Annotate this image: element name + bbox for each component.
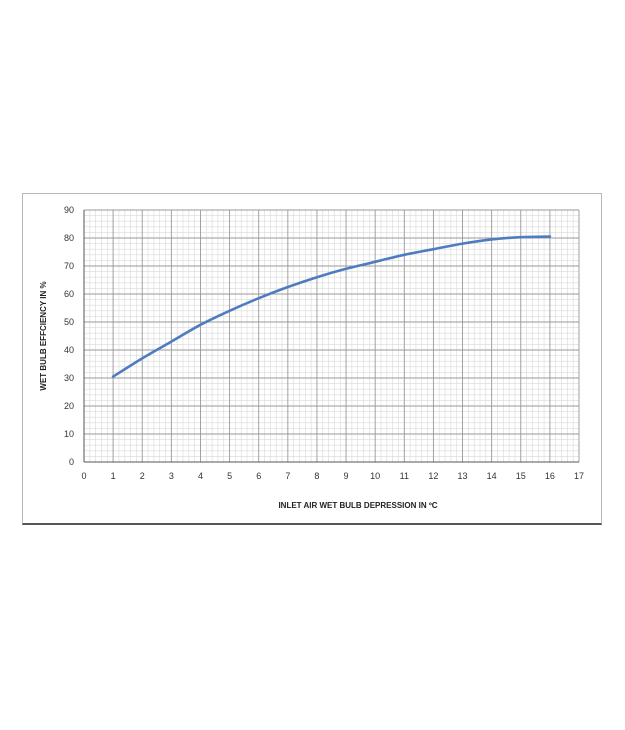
series-layer <box>111 235 552 378</box>
x-tick-label: 0 <box>81 471 86 481</box>
y-tick-label: 60 <box>64 289 74 299</box>
y-tick-label: 50 <box>64 317 74 327</box>
y-axis-title: WET BULB EFFCIENCY IN % <box>39 281 48 390</box>
x-tick-label: 11 <box>400 471 409 481</box>
x-tick-label: 6 <box>256 471 261 481</box>
line-chart: 0 1 2 3 4 5 6 7 8 9 10 11 12 13 14 15 16 17 0102030405060… <box>39 205 584 510</box>
y-tick-label: 40 <box>64 345 74 355</box>
y-tick-labels: 0 10 20 30 40 50 60 70 80 90 <box>64 205 74 467</box>
y-tick-label: 20 <box>64 401 74 411</box>
x-tick-label: 10 <box>370 471 380 481</box>
x-tick-labels: 0 1 2 3 4 5 6 7 8 9 10 11 12 13 14 15 16 17 <box>81 471 584 481</box>
x-tick-label: 4 <box>198 471 203 481</box>
x-tick-label: 13 <box>458 471 468 481</box>
x-tick-label: 8 <box>314 471 319 481</box>
x-tick-label: 7 <box>285 471 290 481</box>
major-grid <box>83 209 580 463</box>
y-tick-label: 70 <box>64 261 74 271</box>
y-tick-label: 80 <box>64 233 74 243</box>
y-tick-label: 0 <box>69 457 74 467</box>
y-tick-label: 10 <box>64 429 74 439</box>
x-tick-label: 9 <box>344 471 349 481</box>
x-tick-label: 1 <box>111 471 116 481</box>
x-tick-label: 15 <box>516 471 526 481</box>
x-axis-title: INLET AIR WET BULB DEPRESSION IN ºC <box>278 501 437 510</box>
minor-grid <box>83 209 580 463</box>
x-tick-label: 3 <box>169 471 174 481</box>
x-tick-label: 14 <box>487 471 497 481</box>
x-axis-title-unit: ºC <box>429 501 438 510</box>
x-tick-label: 12 <box>428 471 438 481</box>
y-tick-label: 90 <box>64 205 74 215</box>
axes <box>83 210 579 463</box>
y-tick-label: 30 <box>64 373 74 383</box>
x-tick-label: 17 <box>574 471 584 481</box>
x-tick-label: 5 <box>227 471 232 481</box>
x-tick-label: 16 <box>545 471 555 481</box>
x-tick-label: 2 <box>140 471 145 481</box>
series-line <box>111 235 552 378</box>
x-axis-title-text: INLET AIR WET BULB DEPRESSION IN <box>278 501 428 510</box>
chart-frame: 0 1 2 3 4 5 6 7 8 9 10 11 12 13 14 15 16 17 0 10 20 30 40 50 60… <box>22 193 602 525</box>
